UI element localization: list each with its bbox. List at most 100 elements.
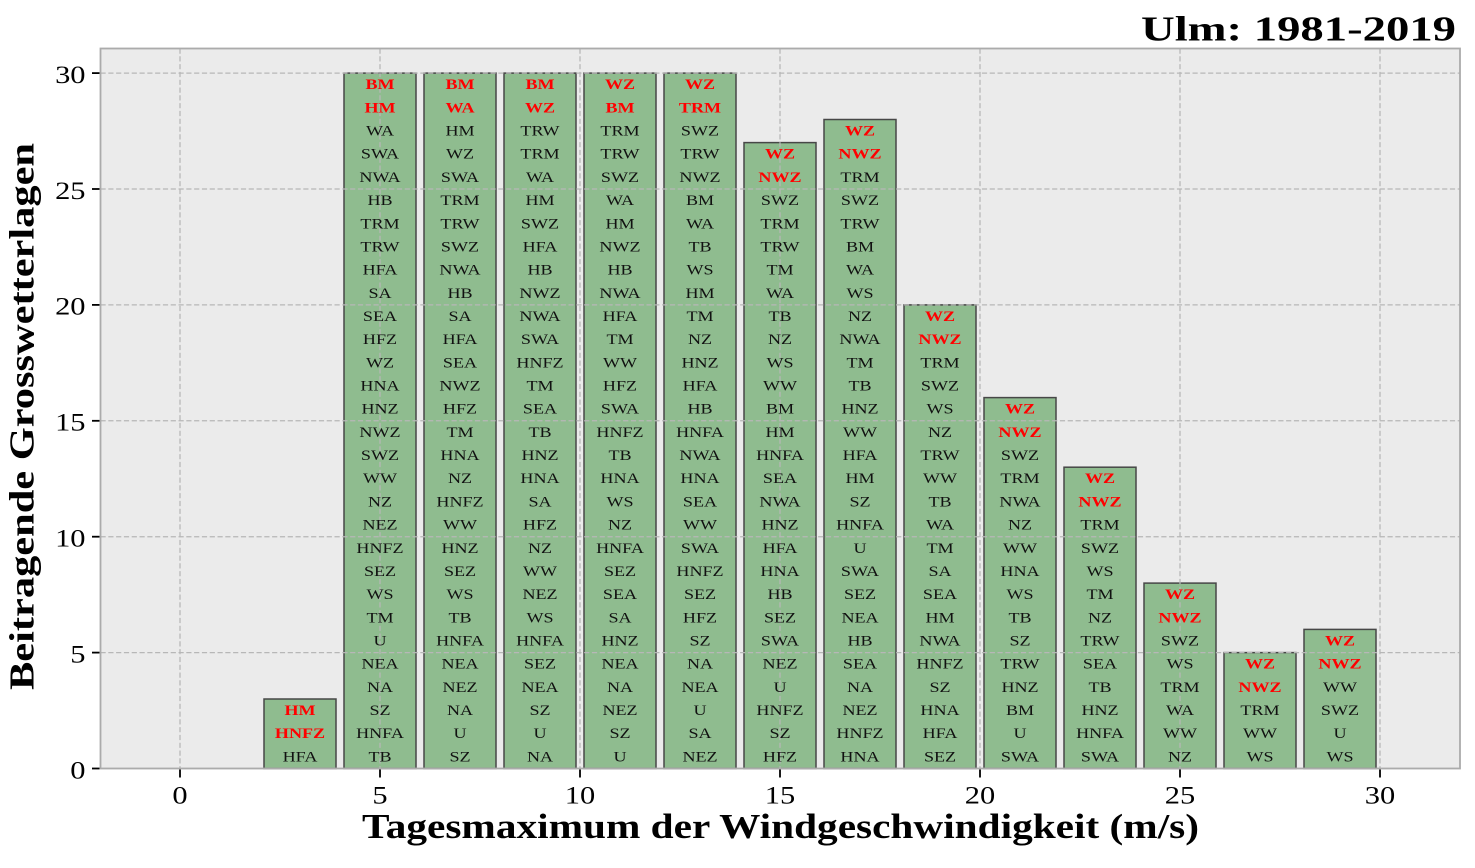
svg-text:HB: HB <box>607 261 632 278</box>
svg-text:SEA: SEA <box>603 585 637 602</box>
svg-text:WZ: WZ <box>1165 585 1195 602</box>
svg-text:5: 5 <box>372 782 387 810</box>
svg-text:BM: BM <box>1006 701 1034 718</box>
svg-text:HM: HM <box>685 284 714 301</box>
svg-text:HM: HM <box>364 99 395 116</box>
svg-text:20: 20 <box>965 782 995 810</box>
svg-text:HNZ: HNZ <box>361 400 398 417</box>
svg-text:HB: HB <box>767 585 792 602</box>
svg-text:SZ: SZ <box>449 748 470 765</box>
svg-text:NWA: NWA <box>599 284 640 301</box>
svg-text:WW: WW <box>443 516 477 533</box>
svg-text:HM: HM <box>925 609 954 626</box>
svg-text:TRM: TRM <box>600 122 639 139</box>
svg-text:NWZ: NWZ <box>1238 678 1281 695</box>
svg-text:WZ: WZ <box>925 307 955 324</box>
svg-text:TM: TM <box>846 354 873 371</box>
svg-text:SWZ: SWZ <box>1081 539 1119 556</box>
svg-text:WA: WA <box>1166 701 1194 718</box>
svg-text:SWA: SWA <box>761 632 799 649</box>
svg-text:NZ: NZ <box>368 493 392 510</box>
svg-text:SWA: SWA <box>521 331 559 348</box>
svg-text:HNFZ: HNFZ <box>676 562 723 579</box>
svg-text:WA: WA <box>766 284 794 301</box>
svg-text:SWA: SWA <box>681 539 719 556</box>
svg-text:SA: SA <box>688 725 711 742</box>
svg-text:NA: NA <box>607 678 633 695</box>
svg-text:15: 15 <box>55 409 85 437</box>
svg-text:HFZ: HFZ <box>683 609 717 626</box>
svg-text:HFA: HFA <box>283 748 318 765</box>
svg-text:NEZ: NEZ <box>522 585 557 602</box>
svg-text:TRW: TRW <box>1000 655 1039 672</box>
svg-text:TB: TB <box>928 493 951 510</box>
svg-text:HFA: HFA <box>683 377 718 394</box>
svg-text:WZ: WZ <box>525 99 555 116</box>
svg-text:NWZ: NWZ <box>918 331 961 348</box>
svg-text:NZ: NZ <box>528 539 552 556</box>
svg-text:SZ: SZ <box>929 678 950 695</box>
svg-text:NEZ: NEZ <box>842 701 877 718</box>
svg-text:TRW: TRW <box>840 215 879 232</box>
svg-text:TRW: TRW <box>920 446 959 463</box>
svg-text:HNFZ: HNFZ <box>436 493 483 510</box>
svg-text:BM: BM <box>525 76 554 93</box>
svg-text:HB: HB <box>447 284 472 301</box>
svg-text:WS: WS <box>686 261 713 278</box>
svg-text:U: U <box>853 539 866 556</box>
svg-text:SA: SA <box>928 562 951 579</box>
svg-text:WA: WA <box>926 516 954 533</box>
svg-text:TRW: TRW <box>760 238 799 255</box>
svg-text:SEZ: SEZ <box>924 748 956 765</box>
svg-text:U: U <box>693 701 706 718</box>
svg-text:WS: WS <box>526 609 553 626</box>
svg-text:WS: WS <box>1246 748 1273 765</box>
svg-text:SWZ: SWZ <box>1321 701 1359 718</box>
svg-text:TM: TM <box>446 423 473 440</box>
svg-text:NWA: NWA <box>759 493 800 510</box>
svg-text:SZ: SZ <box>689 632 710 649</box>
svg-text:25: 25 <box>55 177 85 205</box>
svg-text:TM: TM <box>526 377 553 394</box>
svg-text:NWA: NWA <box>839 331 880 348</box>
svg-text:SWZ: SWZ <box>521 215 559 232</box>
svg-text:NZ: NZ <box>1008 516 1032 533</box>
svg-text:WS: WS <box>926 400 953 417</box>
svg-text:WZ: WZ <box>765 145 795 162</box>
svg-text:WW: WW <box>1323 678 1357 695</box>
svg-text:WS: WS <box>366 585 393 602</box>
svg-text:SEA: SEA <box>923 585 957 602</box>
svg-text:WW: WW <box>523 562 557 579</box>
svg-text:HNA: HNA <box>1000 562 1039 579</box>
svg-text:WW: WW <box>1003 539 1037 556</box>
svg-text:HNZ: HNZ <box>441 539 478 556</box>
svg-text:TRW: TRW <box>440 215 479 232</box>
svg-text:NZ: NZ <box>768 331 792 348</box>
svg-text:NWZ: NWZ <box>519 284 560 301</box>
svg-text:TB: TB <box>608 446 631 463</box>
svg-text:TRM: TRM <box>1240 701 1279 718</box>
svg-text:HM: HM <box>525 191 554 208</box>
svg-text:WA: WA <box>846 261 874 278</box>
svg-text:U: U <box>1333 725 1346 742</box>
svg-text:HNA: HNA <box>760 562 799 579</box>
svg-text:U: U <box>533 725 546 742</box>
svg-text:WW: WW <box>603 354 637 371</box>
svg-text:WW: WW <box>683 516 717 533</box>
svg-text:SEZ: SEZ <box>364 562 396 579</box>
svg-text:HB: HB <box>687 400 712 417</box>
svg-text:SWZ: SWZ <box>441 238 479 255</box>
svg-text:HNZ: HNZ <box>681 354 718 371</box>
svg-text:HNA: HNA <box>680 470 719 487</box>
svg-text:0: 0 <box>172 782 187 810</box>
svg-text:WS: WS <box>446 585 473 602</box>
svg-text:15: 15 <box>765 782 795 810</box>
svg-text:SWA: SWA <box>601 400 639 417</box>
svg-text:TRW: TRW <box>360 238 399 255</box>
svg-text:HM: HM <box>765 423 794 440</box>
svg-text:HB: HB <box>367 191 392 208</box>
svg-text:U: U <box>613 748 626 765</box>
svg-text:HNFA: HNFA <box>836 516 884 533</box>
svg-text:SA: SA <box>368 284 391 301</box>
svg-text:HM: HM <box>845 470 874 487</box>
